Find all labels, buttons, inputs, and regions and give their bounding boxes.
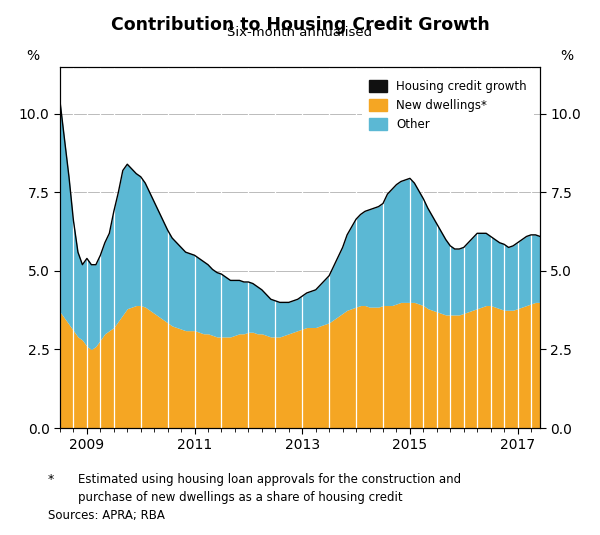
Title: Six-month annualised: Six-month annualised [227,26,373,39]
Text: *: * [48,473,54,486]
Text: Sources: APRA; RBA: Sources: APRA; RBA [48,509,165,522]
Legend: Housing credit growth, New dwellings*, Other: Housing credit growth, New dwellings*, O… [362,73,534,138]
Text: purchase of new dwellings as a share of housing credit: purchase of new dwellings as a share of … [78,491,403,504]
Text: %: % [26,49,40,63]
Text: Contribution to Housing Credit Growth: Contribution to Housing Credit Growth [110,16,490,34]
Text: %: % [560,49,574,63]
Text: Estimated using housing loan approvals for the construction and: Estimated using housing loan approvals f… [78,473,461,486]
